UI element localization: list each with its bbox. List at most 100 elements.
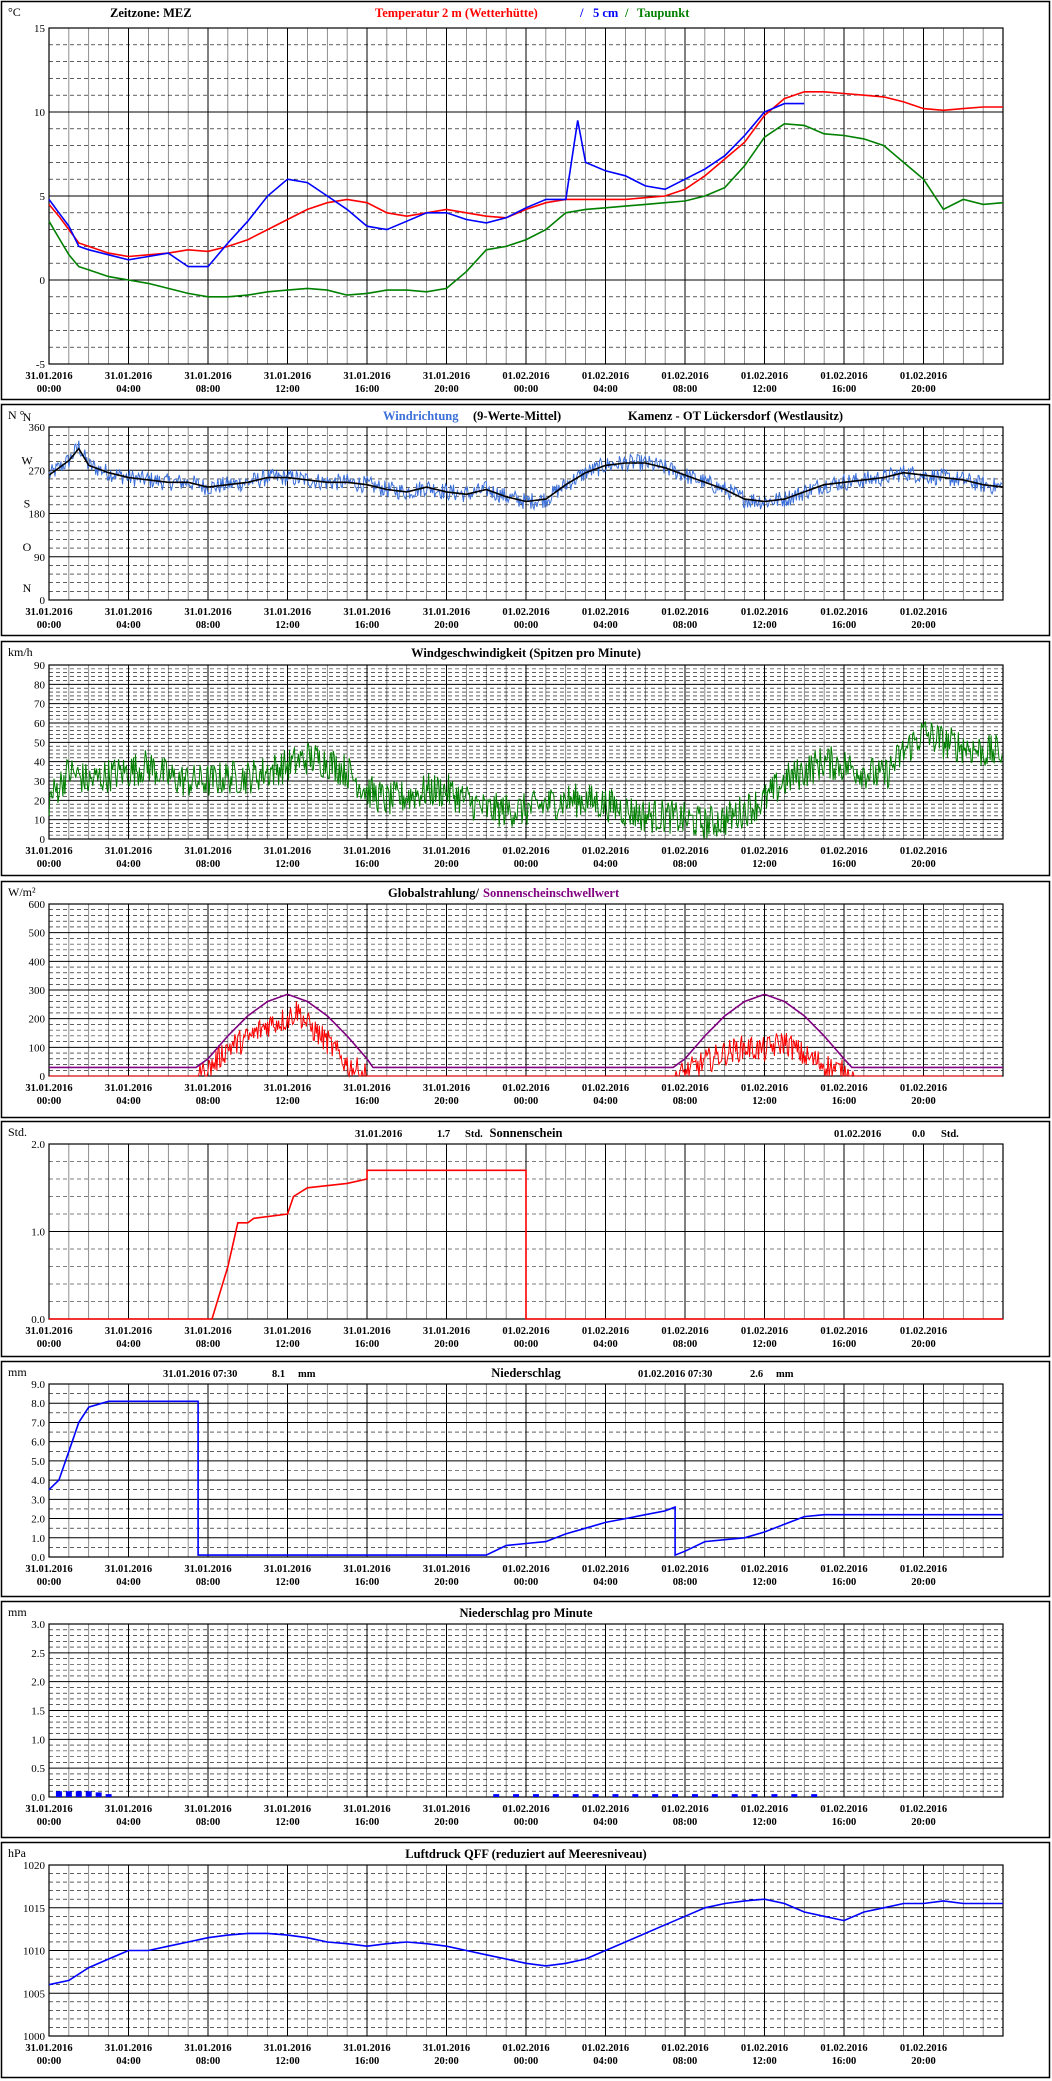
bar-mark bbox=[85, 1791, 92, 1797]
x-tick-date: 31.01.2016 bbox=[184, 846, 231, 857]
x-tick-time: 16:00 bbox=[355, 2056, 380, 2067]
series-line bbox=[49, 1001, 1002, 1078]
y-tick-label: 400 bbox=[29, 956, 46, 968]
x-tick-time: 12:00 bbox=[752, 1096, 777, 1107]
x-tick-date: 31.01.2016 bbox=[343, 846, 390, 857]
x-tick-date: 01.02.2016 bbox=[582, 2043, 629, 2054]
x-tick-time: 12:00 bbox=[752, 1817, 777, 1828]
panel-title: Luftdruck QFF (reduziert auf Meeresnivea… bbox=[405, 1847, 646, 1861]
y-tick-label: 180 bbox=[29, 509, 46, 521]
x-tick-date: 01.02.2016 bbox=[582, 846, 629, 857]
x-tick-date: 01.02.2016 bbox=[741, 1326, 788, 1337]
x-tick-date: 01.02.2016 bbox=[502, 1564, 549, 1575]
x-tick-time: 04:00 bbox=[593, 384, 618, 395]
y-tick-label: 0.0 bbox=[31, 1552, 45, 1564]
x-tick-date: 31.01.2016 bbox=[343, 1326, 390, 1337]
x-tick-time: 16:00 bbox=[832, 620, 857, 631]
x-tick-time: 04:00 bbox=[116, 2056, 141, 2067]
y-tick-label: 270 bbox=[29, 465, 46, 477]
x-tick-time: 20:00 bbox=[911, 1339, 936, 1350]
y-tick-label: 80 bbox=[34, 679, 46, 691]
series-line bbox=[48, 1898, 1003, 1986]
direction-letter: N bbox=[23, 410, 32, 424]
series-line bbox=[49, 993, 1003, 1069]
y-tick-label: 600 bbox=[29, 899, 46, 911]
x-tick-date: 31.01.2016 bbox=[264, 1083, 311, 1094]
x-tick-date: 01.02.2016 bbox=[820, 1564, 867, 1575]
x-tick-date: 31.01.2016 bbox=[25, 846, 72, 857]
bar-mark bbox=[791, 1794, 798, 1797]
x-tick-time: 16:00 bbox=[832, 1096, 857, 1107]
summary-value: 8.1 bbox=[272, 1369, 285, 1380]
bar-mark bbox=[811, 1794, 818, 1797]
x-tick-time: 00:00 bbox=[37, 2056, 62, 2067]
x-tick-date: 31.01.2016 bbox=[184, 1564, 231, 1575]
x-tick-date: 31.01.2016 bbox=[264, 1564, 311, 1575]
x-tick-time: 16:00 bbox=[832, 859, 857, 870]
x-tick-time: 12:00 bbox=[752, 620, 777, 631]
x-tick-date: 31.01.2016 bbox=[343, 607, 390, 618]
x-tick-time: 12:00 bbox=[752, 384, 777, 395]
x-tick-time: 08:00 bbox=[673, 1577, 698, 1588]
y-tick-label: 60 bbox=[34, 718, 46, 730]
y-tick-label: 90 bbox=[34, 552, 46, 564]
y-tick-label: 10 bbox=[34, 815, 46, 827]
x-tick-date: 31.01.2016 bbox=[184, 1326, 231, 1337]
y-tick-label: 1015 bbox=[23, 1903, 46, 1915]
x-tick-time: 12:00 bbox=[275, 1817, 300, 1828]
y-unit-label: mm bbox=[8, 1605, 27, 1619]
x-tick-time: 20:00 bbox=[434, 1096, 459, 1107]
x-tick-time: 04:00 bbox=[116, 1817, 141, 1828]
x-tick-date: 01.02.2016 bbox=[900, 1326, 947, 1337]
x-tick-date: 31.01.2016 bbox=[25, 1564, 72, 1575]
x-tick-date: 01.02.2016 bbox=[741, 1804, 788, 1815]
x-tick-date: 31.01.2016 bbox=[343, 1083, 390, 1094]
x-tick-time: 04:00 bbox=[593, 1817, 618, 1828]
x-tick-time: 12:00 bbox=[275, 384, 300, 395]
x-tick-date: 31.01.2016 bbox=[343, 1564, 390, 1575]
x-tick-time: 04:00 bbox=[116, 1577, 141, 1588]
x-tick-time: 08:00 bbox=[673, 859, 698, 870]
bar-mark bbox=[95, 1792, 102, 1797]
x-tick-date: 01.02.2016 bbox=[741, 2043, 788, 2054]
x-tick-date: 01.02.2016 bbox=[900, 607, 947, 618]
bar-mark bbox=[75, 1791, 82, 1797]
plot-area bbox=[48, 664, 1004, 840]
x-tick-time: 08:00 bbox=[196, 1817, 221, 1828]
x-tick-date: 01.02.2016 bbox=[582, 1326, 629, 1337]
bar-mark bbox=[572, 1794, 579, 1797]
y-tick-label: 1.0 bbox=[31, 1227, 45, 1239]
title-part: Sonnenscheinschwellwert bbox=[483, 886, 620, 900]
bar-mark bbox=[493, 1794, 500, 1797]
x-tick-time: 04:00 bbox=[116, 384, 141, 395]
x-tick-time: 00:00 bbox=[37, 1096, 62, 1107]
x-tick-time: 16:00 bbox=[355, 1577, 380, 1588]
x-tick-time: 04:00 bbox=[593, 620, 618, 631]
series-line bbox=[48, 1400, 1003, 1557]
y-tick-label: 40 bbox=[34, 757, 46, 769]
x-tick-date: 31.01.2016 bbox=[423, 1083, 470, 1094]
x-tick-date: 31.01.2016 bbox=[184, 607, 231, 618]
bar-mark bbox=[652, 1794, 659, 1797]
title-part: Taupunkt bbox=[637, 6, 690, 20]
x-tick-date: 01.02.2016 bbox=[661, 1564, 708, 1575]
title-part: Windrichtung bbox=[383, 409, 459, 423]
x-tick-time: 12:00 bbox=[752, 1577, 777, 1588]
x-tick-date: 31.01.2016 bbox=[184, 371, 231, 382]
x-tick-time: 12:00 bbox=[275, 1096, 300, 1107]
series-line bbox=[48, 440, 1003, 512]
x-tick-date: 31.01.2016 bbox=[264, 1326, 311, 1337]
x-tick-time: 12:00 bbox=[275, 859, 300, 870]
x-tick-time: 08:00 bbox=[196, 384, 221, 395]
y-tick-label: 2.0 bbox=[31, 1677, 45, 1689]
x-tick-date: 31.01.2016 bbox=[25, 1804, 72, 1815]
series-line bbox=[49, 1169, 1003, 1320]
panel-frame bbox=[0, 1841, 1051, 2079]
summary-unit: Std. bbox=[941, 1129, 959, 1140]
y-tick-label: 2.0 bbox=[31, 1139, 45, 1151]
x-tick-date: 01.02.2016 bbox=[900, 1564, 947, 1575]
y-tick-label: 4.0 bbox=[31, 1475, 45, 1487]
